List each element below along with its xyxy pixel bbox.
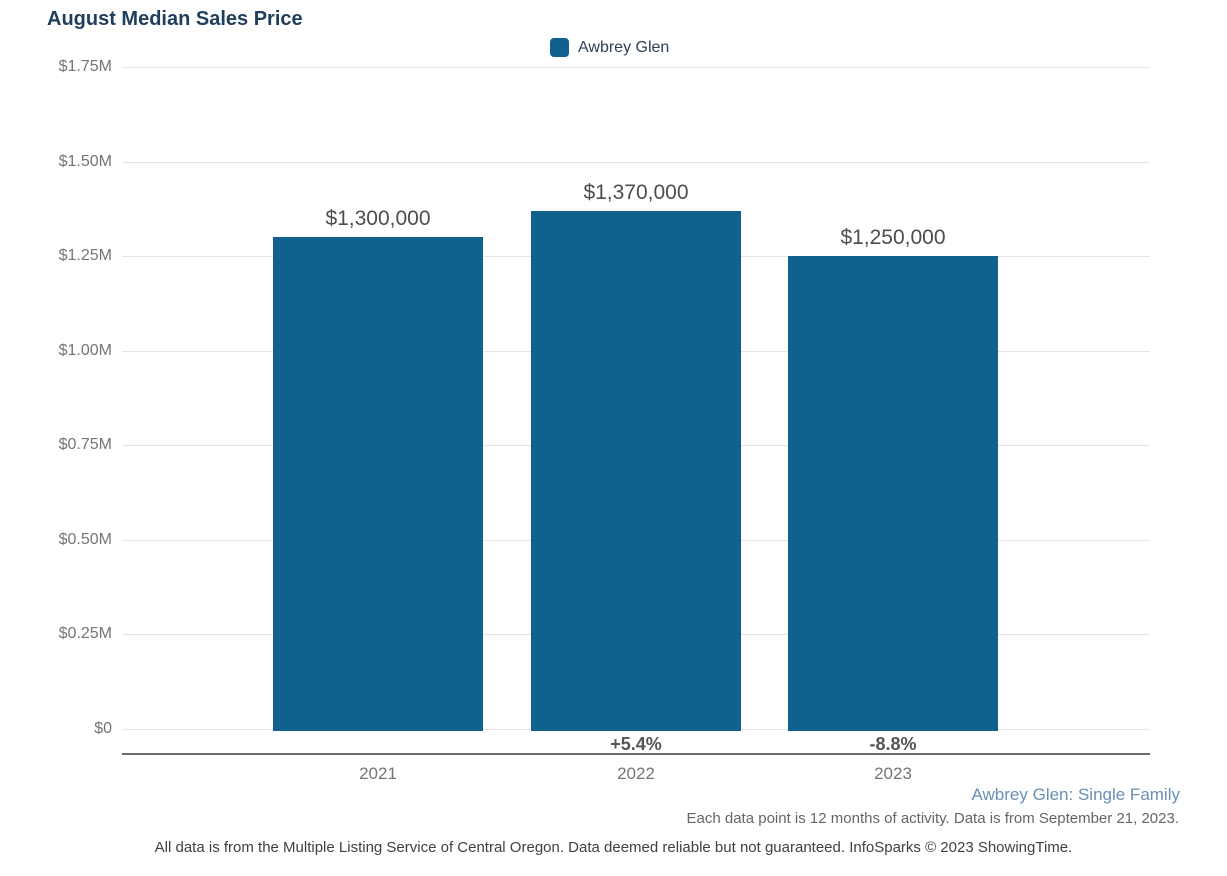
footer-data-note: Each data point is 12 months of activity…	[686, 810, 1179, 827]
y-tick-label: $0.25M	[58, 625, 112, 643]
y-tick-label: $0.50M	[58, 530, 112, 548]
y-tick-label: $1.50M	[58, 152, 112, 170]
gridline	[122, 67, 1150, 68]
pct-change-label: +5.4%	[610, 734, 662, 754]
legend: Awbrey Glen	[550, 38, 669, 57]
x-tick-label: 2022	[617, 764, 655, 783]
legend-label: Awbrey Glen	[578, 38, 670, 56]
bar-2022[interactable]	[531, 210, 741, 731]
bar-value-label: $1,370,000	[583, 180, 689, 204]
y-tick-label: $1.75M	[58, 58, 112, 75]
legend-swatch-icon	[550, 38, 569, 57]
x-tick-label: 2021	[359, 764, 397, 783]
x-axis-line	[122, 753, 1150, 755]
y-tick-label: $0.75M	[58, 436, 112, 454]
y-tick-label: $1.00M	[58, 341, 112, 359]
x-tick-label: 2023	[874, 764, 912, 783]
bar-2021[interactable]	[273, 237, 483, 731]
chart-title: August Median Sales Price	[47, 8, 303, 30]
y-tick-label: $1.25M	[58, 247, 112, 265]
bar-value-label: $1,250,000	[840, 226, 946, 250]
footer-disclaimer: All data is from the Multiple Listing Se…	[154, 839, 1073, 856]
y-tick-label: $0	[94, 720, 112, 737]
bar-value-label: $1,300,000	[325, 207, 431, 231]
gridline	[122, 161, 1150, 163]
footer-series-note: Awbrey Glen: Single Family	[971, 785, 1181, 804]
bar-2023[interactable]	[788, 256, 998, 731]
pct-change-label: -8.8%	[869, 734, 917, 754]
